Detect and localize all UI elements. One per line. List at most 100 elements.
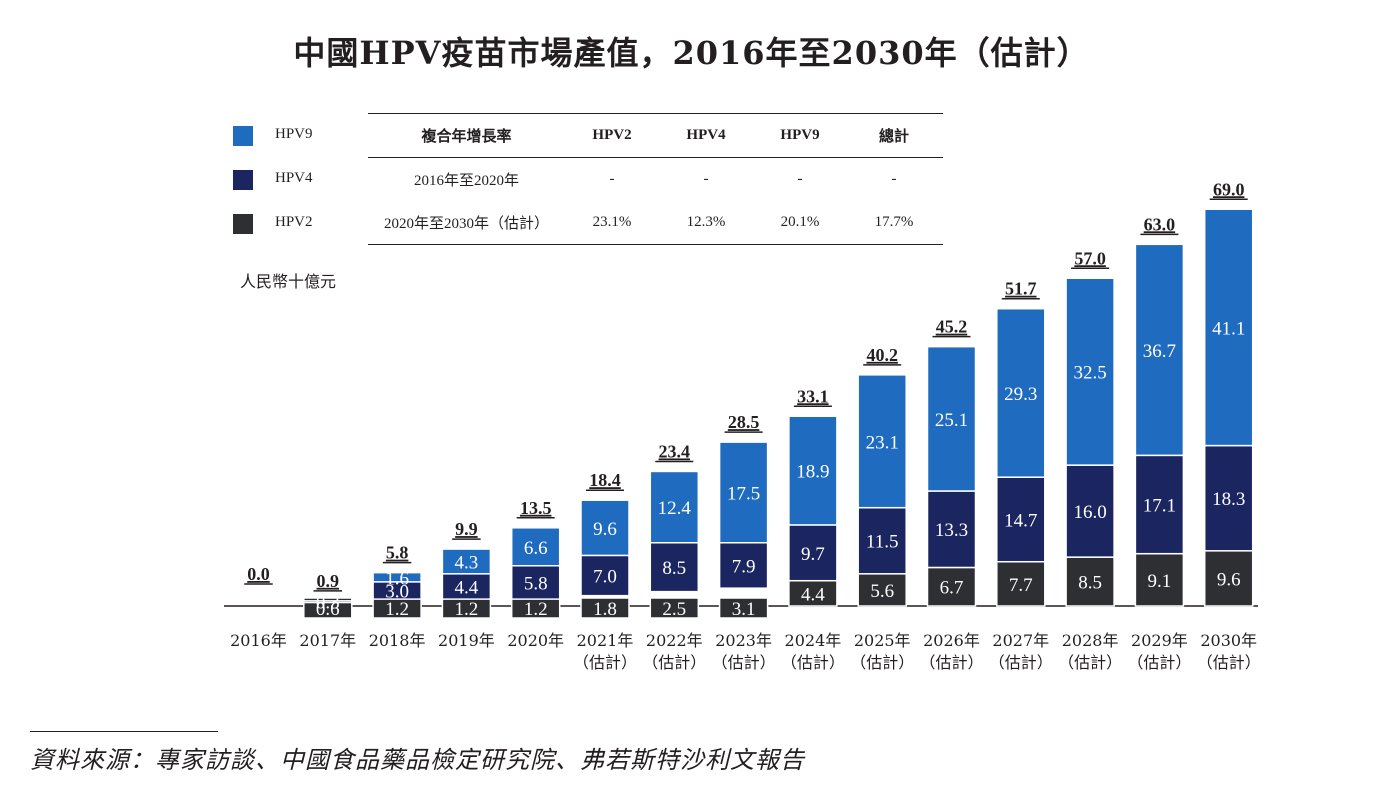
x-tick-label: 2029年	[1131, 631, 1188, 650]
x-tick-label: （估計）	[642, 653, 706, 672]
segment-value-label: 7.7	[1009, 575, 1033, 596]
x-tick-label: （估計）	[781, 653, 845, 672]
bar-segment-hpv9	[1065, 277, 1115, 466]
x-tick-label: （估計）	[712, 653, 776, 672]
bar-segment-hpv4	[1134, 454, 1185, 555]
bar-segment-hpv2	[996, 560, 1046, 607]
segment-value-label: 1.6	[385, 568, 409, 589]
segment-value-label: 41.1	[1212, 318, 1245, 339]
cagr-header-cell: HPV4	[686, 127, 726, 143]
segment-value-label: 9.6	[593, 519, 617, 540]
segment-value-label: 7.9	[732, 556, 756, 577]
legend-label: HPV9	[275, 126, 313, 142]
segment-value-label: 1.2	[385, 599, 409, 620]
bar-segment-hpv4	[718, 542, 769, 589]
segment-value-label: 3.0	[385, 581, 409, 602]
segment-value-label: 0.6	[316, 599, 340, 620]
segment-value-label: 18.3	[1212, 489, 1245, 510]
legend-swatch	[233, 126, 253, 146]
bar-segment-hpv4	[788, 524, 838, 582]
segment-value-label: 4.4	[455, 577, 479, 598]
cagr-row: 2016年至2020年 - - - -	[368, 158, 943, 201]
total-value-label: 69.0	[1213, 179, 1245, 199]
segment-value-label: 18.9	[796, 462, 829, 483]
total-value-label: 40.2	[866, 345, 898, 365]
segment-value-label: 13.3	[935, 520, 968, 541]
bar-segment-hpv9	[788, 415, 838, 526]
segment-value-label: 1.8	[593, 599, 617, 620]
segment-value-label: 3.1	[732, 599, 756, 620]
x-tick-label: 2027年	[992, 631, 1049, 650]
segment-value-label: 7.0	[593, 567, 617, 588]
cagr-period: 2020年至2030年（估計）	[383, 216, 549, 232]
unit-label: 人民幣十億元	[240, 272, 337, 291]
x-tick-label: （估計）	[1127, 653, 1191, 672]
bar-segment-hpv2	[1203, 550, 1254, 607]
segment-value-label: 4.3	[455, 552, 479, 573]
cagr-header-cell: 複合年增長率	[421, 129, 512, 145]
cagr-cell: -	[891, 171, 897, 187]
total-value-label: 57.0	[1074, 248, 1106, 268]
bar-segment-hpv4	[441, 573, 492, 600]
cagr-cell: 17.7%	[874, 214, 914, 230]
legend-swatch	[233, 214, 253, 234]
x-tick-label: 2024年	[785, 631, 842, 650]
x-tick-label: 2018年	[369, 631, 426, 650]
cagr-cell: -	[609, 171, 615, 187]
total-value-label: 33.1	[797, 386, 829, 406]
x-tick-label: （估計）	[1197, 653, 1261, 672]
total-value-label: 51.7	[1005, 279, 1037, 299]
bar-segment-hpv2	[926, 566, 977, 607]
bar-segment-hpv2	[1134, 552, 1185, 607]
segment-value-label: 25.1	[935, 410, 968, 431]
total-value-label: 63.0	[1144, 214, 1176, 234]
x-tick-label: 2025年	[854, 631, 911, 650]
segment-value-label: 5.8	[524, 573, 548, 594]
segment-value-label: 9.6	[1217, 569, 1241, 590]
cagr-period: 2016年至2020年	[413, 173, 519, 189]
bar-segment-hpv2	[788, 579, 838, 607]
x-tick-label: （估計）	[573, 653, 637, 672]
segment-value-label: 14.7	[1004, 510, 1037, 531]
x-tick-label: 2030年	[1200, 631, 1257, 650]
source-divider	[30, 731, 218, 732]
x-tick-label: （估計）	[989, 653, 1053, 672]
segment-value-label: 16.0	[1073, 502, 1106, 523]
bar-segment-hpv2	[580, 597, 630, 619]
x-tick-label: （估計）	[919, 653, 983, 672]
legend-swatch	[233, 170, 253, 190]
bar-segment-hpv9	[441, 548, 492, 575]
total-value-label: 45.2	[936, 317, 968, 337]
cagr-header-cell: HPV2	[592, 127, 632, 143]
segment-value-label: 17.5	[727, 483, 760, 504]
total-value-label: 13.5	[520, 498, 552, 518]
segment-value-label: 0.3	[316, 593, 340, 614]
bar-segment-hpv2	[1065, 556, 1115, 607]
x-tick-label: 2016年	[230, 631, 287, 650]
segment-value-label: 12.4	[658, 498, 692, 519]
bar-segment-hpv9	[1134, 243, 1185, 457]
cagr-cell: -	[703, 171, 709, 187]
legend-label: HPV2	[275, 214, 313, 230]
bar-segment-hpv9	[510, 527, 561, 567]
segment-value-label: 8.5	[1078, 573, 1102, 594]
x-tick-label: 2020年	[507, 631, 564, 650]
x-tick-label: 2026年	[923, 631, 980, 650]
total-value-label: 5.8	[386, 543, 409, 563]
bar-segment-hpv2	[649, 597, 700, 619]
cagr-cell: 12.3%	[686, 214, 726, 230]
x-tick-label: （估計）	[850, 653, 914, 672]
bar-segment-hpv2	[718, 597, 769, 619]
cagr-header-cell: 總計	[878, 129, 909, 145]
bar-segment-hpv9	[718, 441, 769, 544]
segment-value-label: 9.7	[801, 544, 825, 565]
source-note: 資料來源：專家訪談、中國食品藥品檢定研究院、弗若斯特沙利文報告	[30, 746, 805, 774]
total-value-label: 9.9	[455, 519, 478, 539]
segment-value-label: 32.5	[1073, 363, 1106, 384]
segment-value-label: 1.2	[524, 599, 548, 620]
cagr-header-cell: HPV9	[780, 127, 820, 143]
chart-title: 中國HPV疫苗市場產值，2016年至2030年（估計）	[293, 34, 1090, 72]
segment-value-label: 4.4	[801, 584, 825, 605]
segment-value-label: 1.2	[455, 599, 479, 620]
x-tick-label: 2023年	[715, 631, 772, 650]
